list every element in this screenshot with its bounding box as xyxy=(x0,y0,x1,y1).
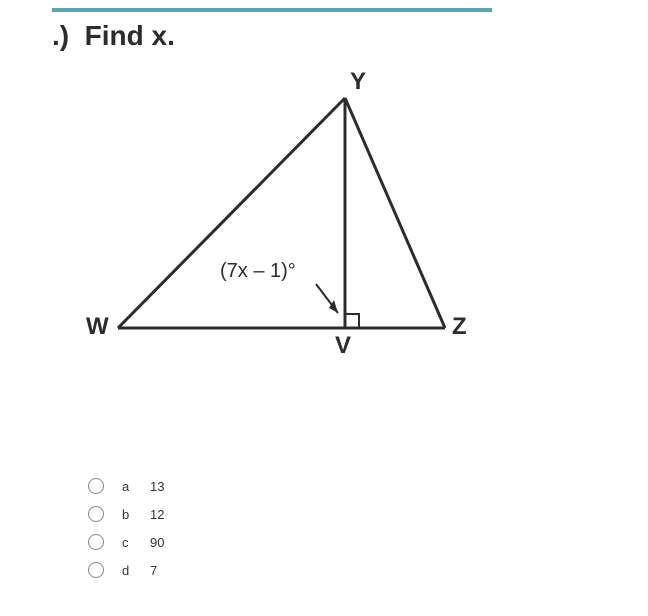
option-letter: a xyxy=(122,479,150,494)
option-b[interactable]: b 12 xyxy=(88,500,164,528)
angle-expression: (7x – 1)° xyxy=(220,260,296,283)
option-letter: b xyxy=(122,507,150,522)
triangle-svg xyxy=(100,68,500,378)
triangle-diagram: Y W V Z (7x – 1)° xyxy=(100,68,500,368)
option-a[interactable]: a 13 xyxy=(88,472,164,500)
option-letter: c xyxy=(122,535,150,550)
radio-icon[interactable] xyxy=(88,562,104,578)
answer-options: a 13 b 12 c 90 d 7 xyxy=(88,472,164,584)
right-angle-marker xyxy=(345,314,359,328)
option-c[interactable]: c 90 xyxy=(88,528,164,556)
vertex-label-Y: Y xyxy=(350,68,366,96)
vertex-label-W: W xyxy=(86,313,109,341)
edge-YZ xyxy=(345,98,445,328)
section-divider xyxy=(52,8,492,12)
edge-WY xyxy=(118,98,345,328)
question-title: .) Find x. xyxy=(52,20,175,52)
radio-icon[interactable] xyxy=(88,478,104,494)
question-prefix: .) xyxy=(52,20,69,51)
option-value: 12 xyxy=(150,507,164,522)
vertex-label-Z: Z xyxy=(452,313,467,341)
option-value: 7 xyxy=(150,563,157,578)
option-value: 90 xyxy=(150,535,164,550)
option-letter: d xyxy=(122,563,150,578)
radio-icon[interactable] xyxy=(88,506,104,522)
option-d[interactable]: d 7 xyxy=(88,556,164,584)
question-text: Find x. xyxy=(85,20,175,51)
option-value: 13 xyxy=(150,479,164,494)
radio-icon[interactable] xyxy=(88,534,104,550)
vertex-label-V: V xyxy=(335,332,351,360)
